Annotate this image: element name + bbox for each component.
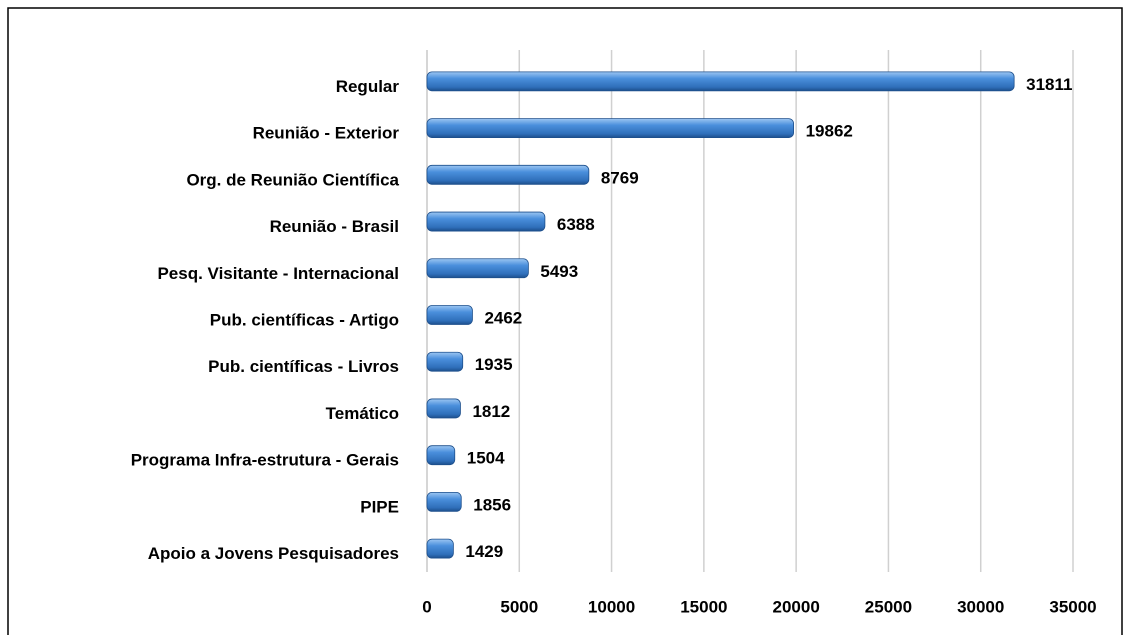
x-tick-label: 35000 — [1049, 597, 1096, 616]
x-tick-label: 5000 — [500, 597, 538, 616]
data-label: 5493 — [540, 262, 578, 281]
y-tick-label: Regular — [336, 77, 400, 96]
x-tick-label: 15000 — [680, 597, 727, 616]
data-label: 1935 — [475, 355, 513, 374]
bar — [426, 164, 590, 185]
bar — [426, 118, 794, 138]
bar — [426, 71, 1015, 92]
y-tick-label: Reunião - Exterior — [253, 124, 400, 143]
data-label: 31811 — [1026, 75, 1072, 94]
bar — [426, 211, 546, 232]
bar — [426, 445, 456, 466]
y-tick-label: Apoio a Jovens Pesquisadores — [148, 544, 399, 563]
y-tick-label: Reunião - Brasil — [270, 217, 399, 236]
x-tick-label: 20000 — [773, 597, 820, 616]
x-tick-label: 0 — [422, 597, 431, 616]
bar — [426, 398, 461, 419]
y-tick-label: Programa Infra-estrutura - Gerais — [131, 451, 399, 470]
data-label: 19862 — [806, 122, 853, 141]
y-tick-label: Temático — [326, 404, 399, 423]
bar — [426, 258, 529, 279]
y-tick-label: Org. de Reunião Científica — [186, 170, 399, 189]
data-label: 6388 — [557, 215, 595, 234]
x-tick-label: 25000 — [865, 597, 912, 616]
data-label: 8769 — [601, 168, 639, 187]
bar — [426, 538, 454, 559]
y-tick-label: Pub. científicas - Livros — [208, 357, 399, 376]
chart-border — [7, 7, 1123, 635]
data-label: 2462 — [484, 308, 522, 327]
y-tick-label: Pesq. Visitante - Internacional — [157, 264, 399, 283]
x-tick-label: 10000 — [588, 597, 635, 616]
bar — [426, 492, 462, 512]
data-label: 1856 — [473, 495, 511, 514]
bar — [426, 305, 473, 325]
data-label: 1429 — [465, 542, 503, 561]
y-tick-label: PIPE — [360, 497, 399, 516]
x-tick-label: 30000 — [957, 597, 1004, 616]
data-label: 1504 — [467, 449, 505, 468]
data-label: 1812 — [472, 402, 510, 421]
bar — [426, 351, 464, 372]
y-tick-label: Pub. científicas - Artigo — [210, 310, 399, 329]
